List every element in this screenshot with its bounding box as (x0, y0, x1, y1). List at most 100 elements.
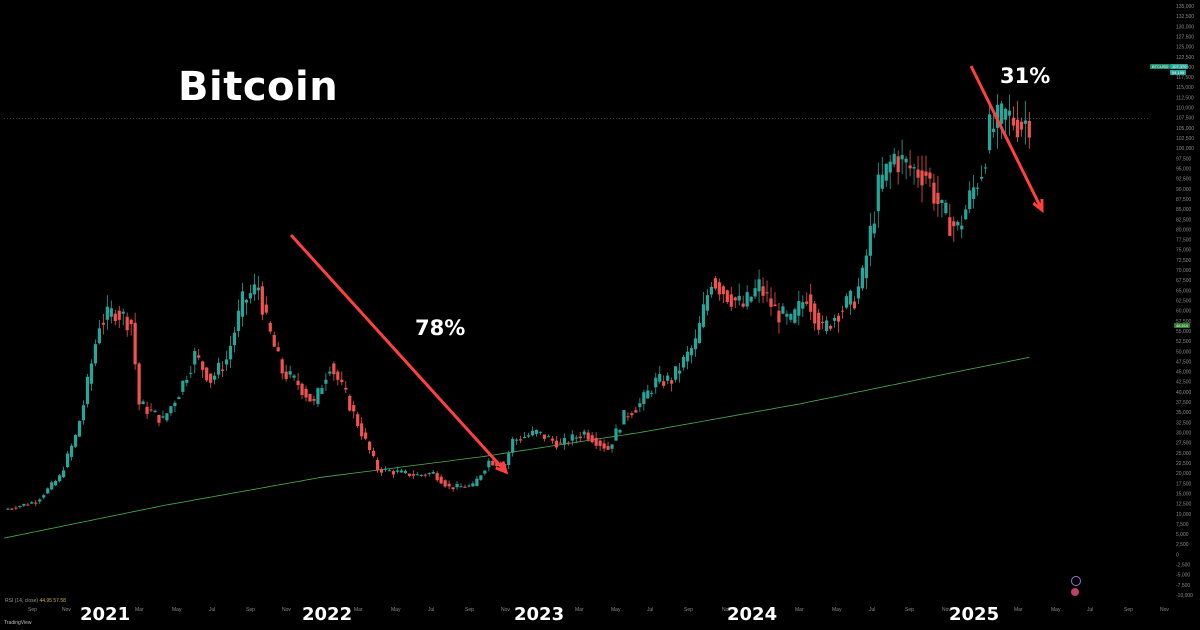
sub-price-badge: 54,195 (1170, 70, 1187, 75)
y-tick-label: 82,500 (1176, 217, 1192, 223)
candle-body (264, 304, 268, 313)
candle-body (972, 187, 976, 199)
candle-body (960, 225, 964, 230)
candle-body (689, 348, 694, 356)
candle-body (224, 359, 229, 365)
candle-body (18, 506, 22, 508)
candle-body (1015, 119, 1019, 138)
candle-body (912, 167, 916, 169)
y-tick-label: 12,500 (1176, 502, 1192, 508)
candle-body (610, 444, 614, 449)
candle-body (892, 153, 896, 165)
candle-body (419, 474, 423, 476)
x-month-label: May (832, 607, 842, 613)
candle-body (646, 390, 650, 399)
candle-body (1007, 110, 1012, 116)
candle-body (30, 502, 34, 504)
candle-body (336, 371, 340, 380)
candle-body (534, 430, 539, 434)
candle-body (570, 434, 574, 441)
alert-icon[interactable] (1071, 588, 1079, 596)
candle-body (530, 430, 535, 436)
y-tick-label: 50,000 (1176, 349, 1192, 355)
y-tick-label: 97,500 (1176, 156, 1192, 162)
x-month-label: Jul (869, 607, 875, 613)
candle-body (574, 437, 578, 439)
candle-body (252, 284, 256, 295)
candle-body (980, 176, 984, 179)
candle-body (789, 314, 793, 320)
candle-body (685, 351, 690, 362)
candle-body (487, 460, 491, 468)
candle-body (836, 315, 841, 322)
candle-body (34, 502, 38, 504)
x-year-label: 2025 (949, 604, 999, 625)
drop-2025-arrow-head (1032, 198, 1044, 214)
x-month-label: May (1051, 607, 1061, 613)
candle-body (10, 508, 14, 510)
candle-body (197, 355, 201, 358)
candle-body (479, 475, 483, 480)
candle-body (999, 103, 1004, 124)
y-tick-label: 0 (1176, 552, 1179, 558)
candle-body (113, 313, 117, 322)
candle-body (983, 167, 988, 169)
x-month-label: Sep (465, 607, 474, 613)
candle-body (344, 387, 348, 390)
x-month-label: Nov (942, 607, 951, 613)
candle-body (904, 158, 908, 163)
candle-body (590, 435, 594, 443)
candle-body (141, 401, 145, 405)
candle-body (936, 192, 940, 204)
candle-body (916, 169, 920, 178)
candle-body (729, 294, 733, 307)
candle-body (606, 446, 610, 450)
y-tick-label: 27,500 (1176, 441, 1192, 447)
y-tick-label: 30,000 (1176, 431, 1192, 437)
tradingview-logo[interactable]: TradingView (4, 620, 32, 626)
candle-body (308, 393, 312, 402)
y-tick-label: 100,000 (1176, 146, 1194, 152)
candle-body (332, 363, 336, 375)
candle-body (515, 439, 519, 441)
y-tick-label: 47,500 (1176, 359, 1192, 365)
candle-body (737, 295, 741, 301)
candle-body (101, 322, 105, 325)
candle-body (415, 474, 419, 476)
candle-body (952, 221, 956, 227)
candle-body (145, 406, 149, 415)
y-tick-label: 110,000 (1176, 106, 1194, 112)
candle-body (677, 370, 682, 374)
candle-body (320, 388, 324, 394)
x-month-label: Mar (135, 607, 144, 613)
candle-body (562, 437, 566, 445)
symbol-badge: BTCUSD (1150, 64, 1171, 69)
y-tick-label: 65,000 (1176, 288, 1192, 294)
candle-body (940, 199, 944, 204)
y-tick-label: 85,000 (1176, 207, 1192, 213)
candle-body (840, 310, 845, 312)
candle-body (542, 434, 547, 439)
y-tick-label: 25,000 (1176, 451, 1192, 457)
candle-body (475, 478, 479, 487)
candle-body (844, 296, 849, 308)
candle-body (296, 380, 300, 386)
candle-body (125, 316, 129, 331)
x-year-label: 2021 (80, 604, 130, 625)
candle-body (538, 431, 543, 433)
candle-body (749, 296, 753, 302)
candle-body (328, 371, 332, 374)
candle-body (149, 409, 153, 411)
rsi-name: RSI (14, close) (5, 598, 39, 604)
candle-body (717, 282, 721, 295)
y-tick-label: 107,500 (1176, 116, 1194, 122)
replay-icon[interactable] (1071, 576, 1081, 586)
candle-body (248, 293, 252, 299)
y-tick-label: 105,000 (1176, 126, 1194, 132)
candle-body (77, 420, 82, 437)
candle-body (201, 361, 205, 370)
candle-body (745, 292, 749, 307)
candle-body (821, 321, 825, 323)
candle-body (379, 469, 384, 473)
candle-body (876, 174, 880, 212)
